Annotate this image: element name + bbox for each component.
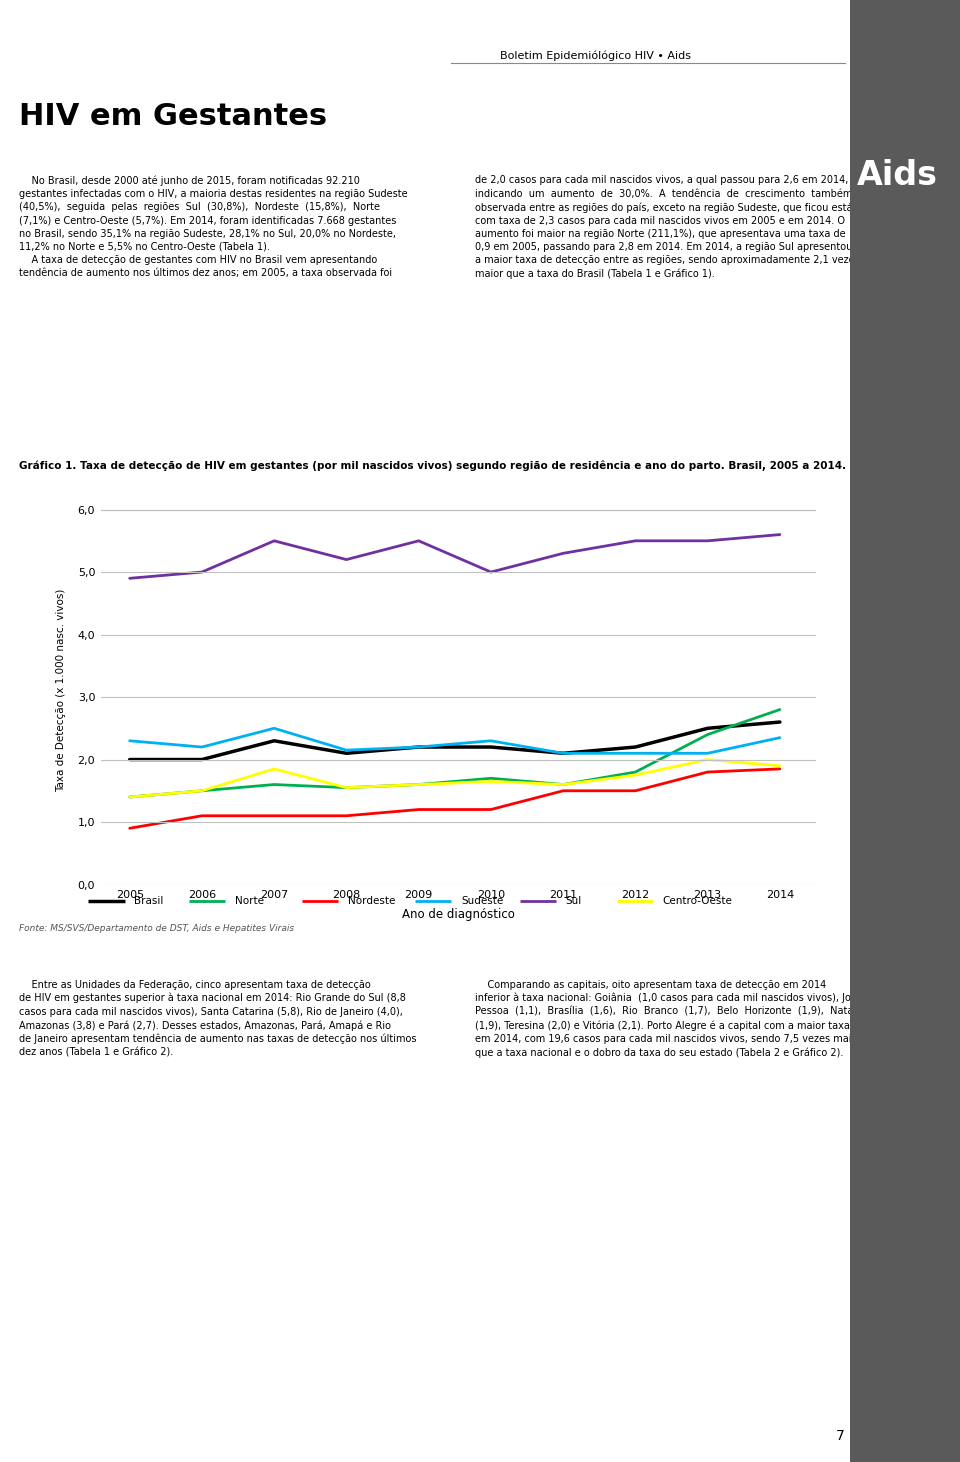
Y-axis label: Taxa de Detecção (x 1.000 nasc. vivos): Taxa de Detecção (x 1.000 nasc. vivos) [57,589,66,792]
Text: Comparando as capitais, oito apresentam taxa de detecção em 2014
inferior à taxa: Comparando as capitais, oito apresentam … [475,980,863,1057]
Text: Norte: Norte [235,896,264,905]
X-axis label: Ano de diagnóstico: Ano de diagnóstico [402,908,515,921]
Text: No Brasil, desde 2000 até junho de 2015, foram notificadas 92.210
gestantes infe: No Brasil, desde 2000 até junho de 2015,… [19,175,408,278]
Text: Aids: Aids [857,159,938,192]
Text: Nordeste: Nordeste [348,896,396,905]
Text: de 2,0 casos para cada mil nascidos vivos, a qual passou para 2,6 em 2014,
indic: de 2,0 casos para cada mil nascidos vivo… [475,175,871,279]
Text: Gráfico 1. Taxa de detecção de HIV em gestantes (por mil nascidos vivos) segundo: Gráfico 1. Taxa de detecção de HIV em ge… [19,461,847,471]
Text: Boletim Epidemiólógico HIV • Aids: Boletim Epidemiólógico HIV • Aids [500,50,691,61]
Text: HIV em Gestantes: HIV em Gestantes [19,102,327,132]
Text: Sul: Sul [565,896,582,905]
Text: Fonte: MS/SVS/Departamento de DST, Aids e Hepatites Virais: Fonte: MS/SVS/Departamento de DST, Aids … [19,924,295,933]
Text: Sudeste: Sudeste [461,896,503,905]
Text: 7: 7 [835,1428,845,1443]
Text: Entre as Unidades da Federação, cinco apresentam taxa de detecção
de HIV em gest: Entre as Unidades da Federação, cinco ap… [19,980,417,1057]
Text: Brasil: Brasil [134,896,163,905]
Text: Centro-Oeste: Centro-Oeste [662,896,732,905]
